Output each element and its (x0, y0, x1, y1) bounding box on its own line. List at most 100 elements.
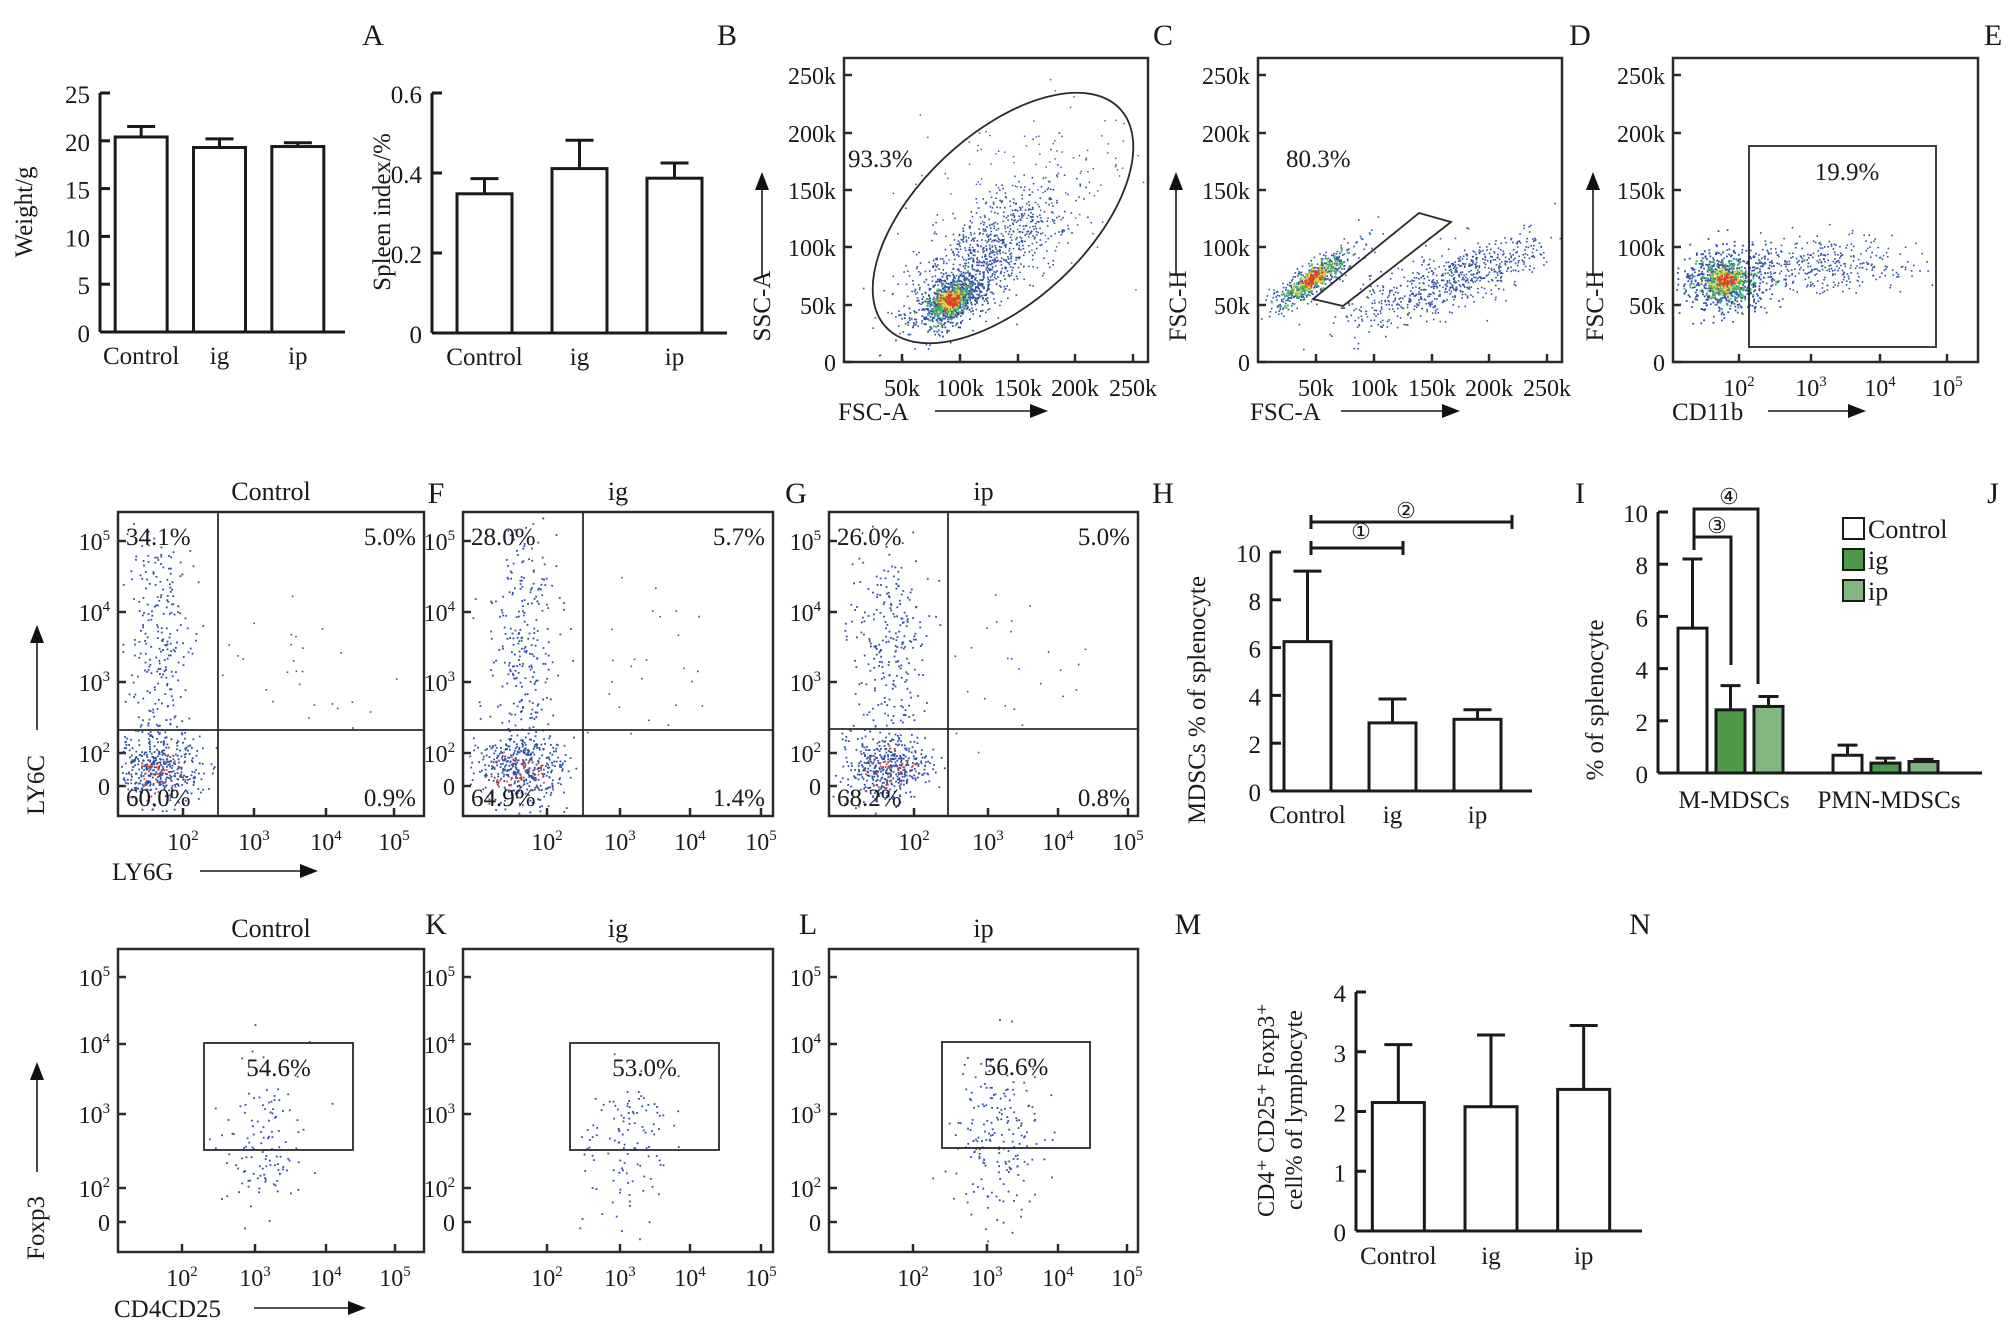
event-dot (1424, 299, 1427, 301)
event-dot (962, 310, 965, 313)
event-dot (1784, 285, 1787, 288)
event-dot (1041, 274, 1044, 277)
event-dot (966, 277, 969, 280)
event-dot (1728, 288, 1731, 290)
event-dot (975, 300, 977, 303)
arrow-head (755, 172, 769, 190)
event-dot (1370, 274, 1372, 277)
event-dot (1326, 275, 1329, 278)
event-dot (1691, 301, 1694, 303)
event-dot (1370, 285, 1372, 288)
event-dot (1756, 267, 1759, 269)
event-dot (999, 189, 1001, 191)
event-dot (936, 313, 939, 315)
event-dot (1050, 198, 1053, 200)
event-dot (944, 292, 947, 295)
event-dot (1459, 265, 1461, 267)
event-dot (1394, 299, 1397, 301)
event-dot (1030, 211, 1032, 214)
event-dot (993, 240, 996, 242)
event-dot (1371, 302, 1374, 305)
event-dot (1442, 279, 1445, 281)
event-dot (978, 261, 980, 264)
event-dot (1423, 277, 1426, 280)
event-dot (1046, 225, 1049, 227)
event-dot (1270, 307, 1273, 310)
event-dot (955, 247, 957, 250)
event-dot (1279, 308, 1282, 311)
event-dot (1487, 280, 1490, 283)
event-dot (929, 301, 932, 304)
event-dot (948, 287, 951, 290)
event-dot (994, 244, 996, 247)
event-dot (1361, 238, 1364, 241)
event-dot (1052, 220, 1054, 223)
event-dot (1319, 278, 1322, 281)
event-dot (1705, 302, 1707, 304)
event-dot (1296, 268, 1299, 270)
event-dot (1791, 256, 1794, 258)
event-dot (1336, 264, 1339, 267)
event-dot (1435, 274, 1438, 277)
event-dot (998, 284, 1001, 287)
event-dot (988, 283, 991, 286)
event-dot (1073, 96, 1075, 98)
event-dot (1346, 258, 1349, 261)
event-dot (1051, 219, 1054, 221)
event-dot (962, 236, 965, 239)
event-dot (1011, 184, 1014, 187)
event-dot (963, 285, 966, 288)
event-dot (971, 281, 973, 284)
event-dot (948, 286, 951, 289)
event-dot (1324, 272, 1327, 275)
event-dot (1528, 268, 1531, 271)
event-dot (1819, 292, 1821, 295)
event-dot (962, 296, 965, 299)
event-dot (1260, 318, 1263, 320)
event-dot (984, 311, 987, 314)
event-dot (988, 255, 991, 258)
event-dot (961, 288, 964, 291)
event-dot (1744, 272, 1747, 274)
event-dot (1325, 278, 1327, 281)
event-dot (1000, 201, 1003, 204)
event-dot (1678, 312, 1681, 314)
event-dot (1310, 284, 1313, 287)
event-dot (991, 266, 994, 269)
event-dot (976, 257, 978, 259)
event-dot (1720, 287, 1723, 290)
event-dot (970, 291, 973, 294)
event-dot (1004, 266, 1006, 269)
event-dot (1332, 322, 1335, 324)
event-dot (1281, 300, 1283, 302)
event-dot (1713, 281, 1716, 284)
event-dot (1022, 225, 1025, 228)
event-dot (945, 298, 948, 301)
event-dot (945, 290, 948, 293)
event-dot (992, 249, 994, 252)
event-dot (1015, 275, 1018, 278)
event-dot (977, 144, 979, 147)
event-dot (1515, 251, 1517, 254)
event-dot (1484, 256, 1487, 259)
event-dot (1427, 284, 1430, 287)
event-dot (1090, 221, 1093, 224)
event-dot (928, 297, 931, 300)
event-dot (1464, 263, 1467, 265)
event-dot (1731, 270, 1734, 273)
event-dot (946, 312, 949, 315)
event-dot (927, 348, 930, 350)
event-dot (1712, 321, 1715, 324)
event-dot (1421, 307, 1423, 310)
event-dot (994, 221, 997, 224)
event-dot (1394, 297, 1397, 300)
event-dot (1760, 298, 1762, 300)
event-dot (1304, 281, 1307, 284)
event-dot (1733, 250, 1735, 253)
event-dot (1418, 282, 1421, 284)
event-dot (1692, 275, 1694, 278)
x-tick-label: 105 (1931, 374, 1962, 402)
event-dot (1019, 231, 1022, 233)
event-dot (984, 298, 987, 300)
event-dot (1770, 279, 1773, 281)
